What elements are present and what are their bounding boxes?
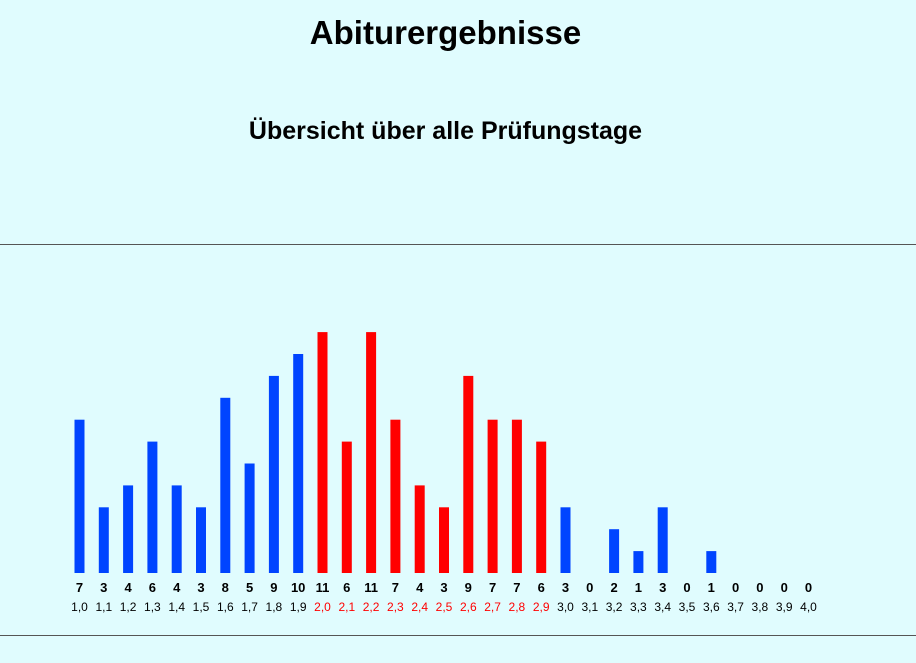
bar-3-4 — [657, 507, 668, 573]
value-label-3-9: 0 — [781, 580, 788, 595]
bar-2-7 — [487, 419, 498, 573]
value-label-3-5: 0 — [683, 580, 690, 595]
category-label-3-3: 3,3 — [630, 600, 647, 614]
value-label-2-4: 4 — [416, 580, 424, 595]
category-label-3-2: 3,2 — [606, 600, 623, 614]
category-label-2-8: 2,8 — [509, 600, 526, 614]
bar-3-6 — [706, 551, 717, 573]
value-label-2-1: 6 — [343, 580, 350, 595]
bar-2-1 — [341, 441, 352, 573]
bar-2-6 — [463, 375, 474, 573]
category-label-2-1: 2,1 — [338, 600, 355, 614]
value-label-3-6: 1 — [708, 580, 715, 595]
value-label-group: 7 3 4 6 4 3 8 5 9 10 11 6 11 7 4 3 9 7 7 6 3 0 2 1 3 0 1 0 0 0 0 — [76, 580, 812, 595]
category-label-1-3: 1,3 — [144, 600, 161, 614]
category-label-3-6: 3,6 — [703, 600, 720, 614]
bar-2-9 — [536, 441, 547, 573]
category-label-3-4: 3,4 — [654, 600, 671, 614]
category-label-3-1: 3,1 — [581, 600, 598, 614]
bar-1-8 — [268, 375, 279, 573]
category-label-group: 1,0 1,1 1,2 1,3 1,4 1,5 1,6 1,7 1,8 1,9 2,0 2,1 2,2 2… — [71, 600, 817, 614]
value-label-2-6: 9 — [465, 580, 472, 595]
category-label-1-2: 1,2 — [120, 600, 137, 614]
value-label-3-0: 3 — [562, 580, 569, 595]
value-label-3-8: 0 — [756, 580, 763, 595]
category-label-1-9: 1,9 — [290, 600, 307, 614]
category-label-3-9: 3,9 — [776, 600, 793, 614]
category-label-2-9: 2,9 — [533, 600, 550, 614]
category-label-1-1: 1,1 — [95, 600, 112, 614]
bar-1-7 — [244, 463, 255, 573]
top-divider — [0, 244, 916, 245]
value-label-1-7: 5 — [246, 580, 253, 595]
category-label-3-5: 3,5 — [679, 600, 696, 614]
value-label-3-4: 3 — [659, 580, 666, 595]
value-label-1-0: 7 — [76, 580, 83, 595]
value-label-3-7: 0 — [732, 580, 739, 595]
category-label-3-0: 3,0 — [557, 600, 574, 614]
category-label-2-5: 2,5 — [436, 600, 453, 614]
value-label-2-3: 7 — [392, 580, 399, 595]
category-label-2-4: 2,4 — [411, 600, 428, 614]
value-label-1-5: 3 — [197, 580, 204, 595]
value-label-1-2: 4 — [124, 580, 132, 595]
bar-2-2 — [366, 332, 377, 573]
bar-1-4 — [171, 485, 182, 573]
category-label-1-5: 1,5 — [193, 600, 210, 614]
value-label-2-5: 3 — [440, 580, 447, 595]
bar-2-3 — [390, 419, 401, 573]
bar-group — [74, 332, 717, 573]
category-label-1-0: 1,0 — [71, 600, 88, 614]
category-label-2-0: 2,0 — [314, 600, 331, 614]
category-label-1-4: 1,4 — [168, 600, 185, 614]
value-label-2-0: 11 — [316, 580, 330, 595]
bar-2-0 — [317, 332, 328, 573]
results-bar-chart: 7 3 4 6 4 3 8 5 9 10 11 6 11 7 4 3 9 7 7 6 3 0 2 1 3 0 1 0 0 0 0 1,0 1,… — [71, 332, 817, 614]
bar-1-3 — [147, 441, 158, 573]
category-label-3-8: 3,8 — [752, 600, 769, 614]
category-label-2-3: 2,3 — [387, 600, 404, 614]
category-label-1-7: 1,7 — [241, 600, 258, 614]
category-label-2-2: 2,2 — [363, 600, 380, 614]
value-label-1-9: 10 — [291, 580, 305, 595]
value-label-3-3: 1 — [635, 580, 642, 595]
value-label-3-2: 2 — [610, 580, 617, 595]
value-label-2-2: 11 — [364, 580, 378, 595]
bar-1-1 — [98, 507, 109, 573]
bar-3-3 — [633, 551, 644, 573]
value-label-3-1: 0 — [586, 580, 593, 595]
value-label-2-8: 7 — [513, 580, 520, 595]
bottom-divider — [0, 635, 916, 636]
bar-3-0 — [560, 507, 571, 573]
page-title: Abiturergebnisse — [309, 14, 582, 51]
category-label-2-7: 2,7 — [484, 600, 501, 614]
value-label-1-6: 8 — [222, 580, 229, 595]
value-label-1-1: 3 — [100, 580, 107, 595]
value-label-1-3: 6 — [149, 580, 156, 595]
value-label-1-8: 9 — [270, 580, 277, 595]
bar-1-5 — [196, 507, 206, 573]
bar-1-6 — [220, 397, 231, 573]
bar-1-2 — [123, 485, 134, 573]
value-label-1-4: 4 — [173, 580, 181, 595]
bar-1-9 — [293, 354, 304, 573]
value-label-4-0: 0 — [805, 580, 812, 595]
page-subtitle: Übersicht über alle Prüfungstage — [248, 117, 643, 145]
value-label-2-7: 7 — [489, 580, 496, 595]
category-label-2-6: 2,6 — [460, 600, 477, 614]
category-label-1-6: 1,6 — [217, 600, 234, 614]
category-label-3-7: 3,7 — [727, 600, 744, 614]
category-label-1-8: 1,8 — [266, 600, 283, 614]
bar-2-4 — [414, 485, 425, 573]
bar-3-2 — [609, 529, 620, 573]
bar-2-8 — [511, 419, 522, 573]
bar-1-0 — [74, 419, 85, 573]
bar-2-5 — [439, 507, 449, 573]
value-label-2-9: 6 — [538, 580, 545, 595]
category-label-4-0: 4,0 — [800, 600, 817, 614]
